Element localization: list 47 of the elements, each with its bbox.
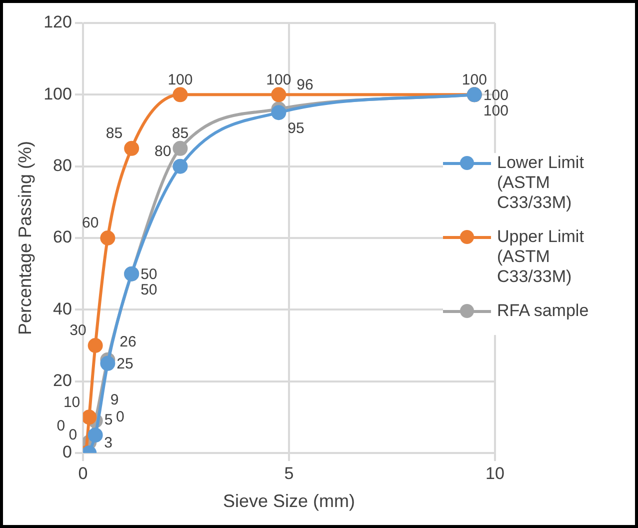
x-tick-label: 10 [486, 464, 504, 483]
point [172, 140, 188, 156]
x-axis-title: Sieve Size (mm) [222, 491, 355, 512]
y-tick-label: 20 [53, 371, 72, 390]
data-label: 50 [140, 281, 158, 298]
point [172, 158, 188, 174]
data-label: 96 [296, 76, 314, 94]
data-label: 5 [104, 412, 113, 429]
data-label: 25 [116, 356, 134, 373]
legend-label: Upper Limit (ASTM C33/33M) [497, 227, 585, 287]
legend-label: Lower Limit (ASTM C33/33M) [497, 153, 585, 213]
y-tick-label: 40 [53, 299, 72, 318]
data-label: 95 [288, 120, 304, 138]
data-label: 85 [106, 125, 123, 142]
point [271, 105, 286, 120]
data-label: 10 [63, 394, 80, 411]
point [100, 356, 116, 371]
y-tick-label: 80 [53, 156, 72, 176]
point [100, 230, 116, 246]
data-label: 30 [70, 322, 86, 340]
x-tick-label: 5 [284, 464, 294, 483]
data-label: 3 [104, 434, 112, 452]
data-label: 100 [462, 71, 487, 88]
legend-label: RFA sample [497, 301, 589, 321]
data-label: 100 [483, 86, 508, 104]
data-label: 80 [154, 142, 172, 160]
y-tick-label: 60 [53, 228, 72, 247]
y-tick-label: 120 [44, 12, 72, 32]
point [88, 428, 103, 443]
y-tick-label: 100 [44, 84, 72, 104]
y-tick-label: 0 [62, 442, 72, 462]
data-label: 100 [266, 71, 292, 88]
data-label: 26 [120, 333, 136, 350]
data-label: 100 [168, 71, 193, 88]
data-label: 50 [140, 266, 158, 283]
data-label: 85 [172, 125, 189, 142]
y-axis-title: Percentage Passing (%) [14, 140, 35, 336]
point [88, 338, 103, 353]
data-label: 100 [483, 102, 508, 120]
data-label: 60 [82, 214, 99, 232]
point [124, 140, 140, 156]
x-tick-label: 0 [78, 464, 88, 483]
data-label: 9 [110, 391, 119, 408]
point [271, 87, 286, 102]
point [82, 410, 97, 425]
data-label: 0 [116, 408, 124, 426]
point [172, 87, 188, 102]
